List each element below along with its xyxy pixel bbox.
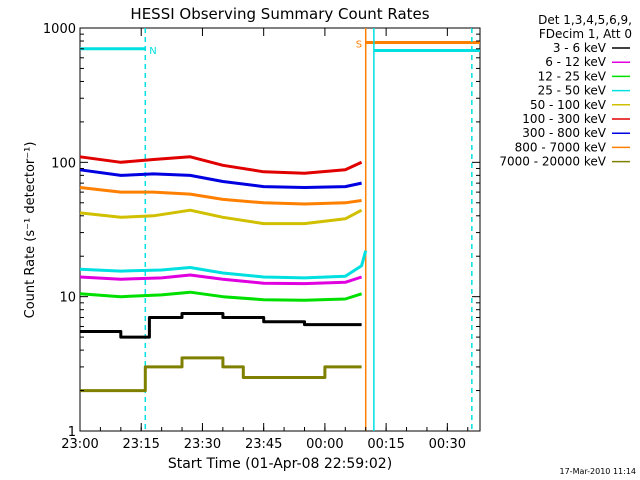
x-tick-label: 23:45 bbox=[245, 437, 282, 452]
y-tick-label: 10 bbox=[59, 291, 76, 306]
legend-label: 800 - 7000 keV bbox=[515, 140, 607, 154]
legend-label: 100 - 300 keV bbox=[522, 112, 606, 126]
y-tick-label: 1 bbox=[68, 425, 76, 440]
x-tick-label: 00:15 bbox=[367, 437, 404, 452]
series-line bbox=[79, 273, 363, 286]
legend-header-line-1: Det 1,3,4,5,6,9, bbox=[538, 13, 632, 27]
flags-layer: NS bbox=[80, 28, 480, 431]
series-line bbox=[79, 186, 362, 206]
y-tick-label: 1000 bbox=[43, 22, 76, 37]
axes: 23:00 23:15 23:30 23:45 00:00 00:15 00:30 1 10 10… bbox=[43, 22, 480, 452]
legend-label: 300 - 800 keV bbox=[522, 126, 606, 140]
x-tick-label: 23:15 bbox=[122, 437, 159, 452]
legend-label: 3 - 6 keV bbox=[553, 41, 607, 55]
legend-label: 12 - 25 keV bbox=[538, 69, 607, 83]
legend-label: 7000 - 20000 keV bbox=[499, 155, 606, 169]
flag-label: S bbox=[356, 39, 362, 50]
series-line bbox=[79, 290, 363, 302]
series-line bbox=[79, 155, 363, 175]
series-line bbox=[80, 356, 362, 393]
plot-frame bbox=[79, 27, 481, 432]
flag-label: N bbox=[149, 46, 156, 57]
y-axis-label: Count Rate (s⁻¹ detector⁻¹) bbox=[23, 142, 38, 319]
legend-label: 6 - 12 keV bbox=[545, 55, 607, 69]
legend-label: 25 - 50 keV bbox=[538, 84, 607, 98]
x-tick-label: 23:30 bbox=[184, 437, 221, 452]
footer-date: 17-Mar-2010 11:14 bbox=[560, 467, 637, 476]
x-tick-label: 23:00 bbox=[61, 437, 98, 452]
series-line bbox=[80, 312, 362, 339]
series-line bbox=[79, 208, 363, 226]
y-tick-label: 100 bbox=[51, 156, 76, 171]
legend-header-line-2: FDecim 1, Att 0 bbox=[539, 27, 632, 41]
x-tick-label: 00:00 bbox=[306, 437, 343, 452]
x-tick-label: 00:30 bbox=[429, 437, 466, 452]
legend-label: 50 - 100 keV bbox=[530, 98, 607, 112]
series-line bbox=[79, 168, 362, 189]
chart-title: HESSI Observing Summary Count Rates bbox=[130, 5, 429, 23]
x-axis-label: Start Time (01-Apr-08 22:59:02) bbox=[168, 456, 392, 472]
series-layer bbox=[79, 155, 368, 393]
series-line bbox=[79, 250, 368, 280]
